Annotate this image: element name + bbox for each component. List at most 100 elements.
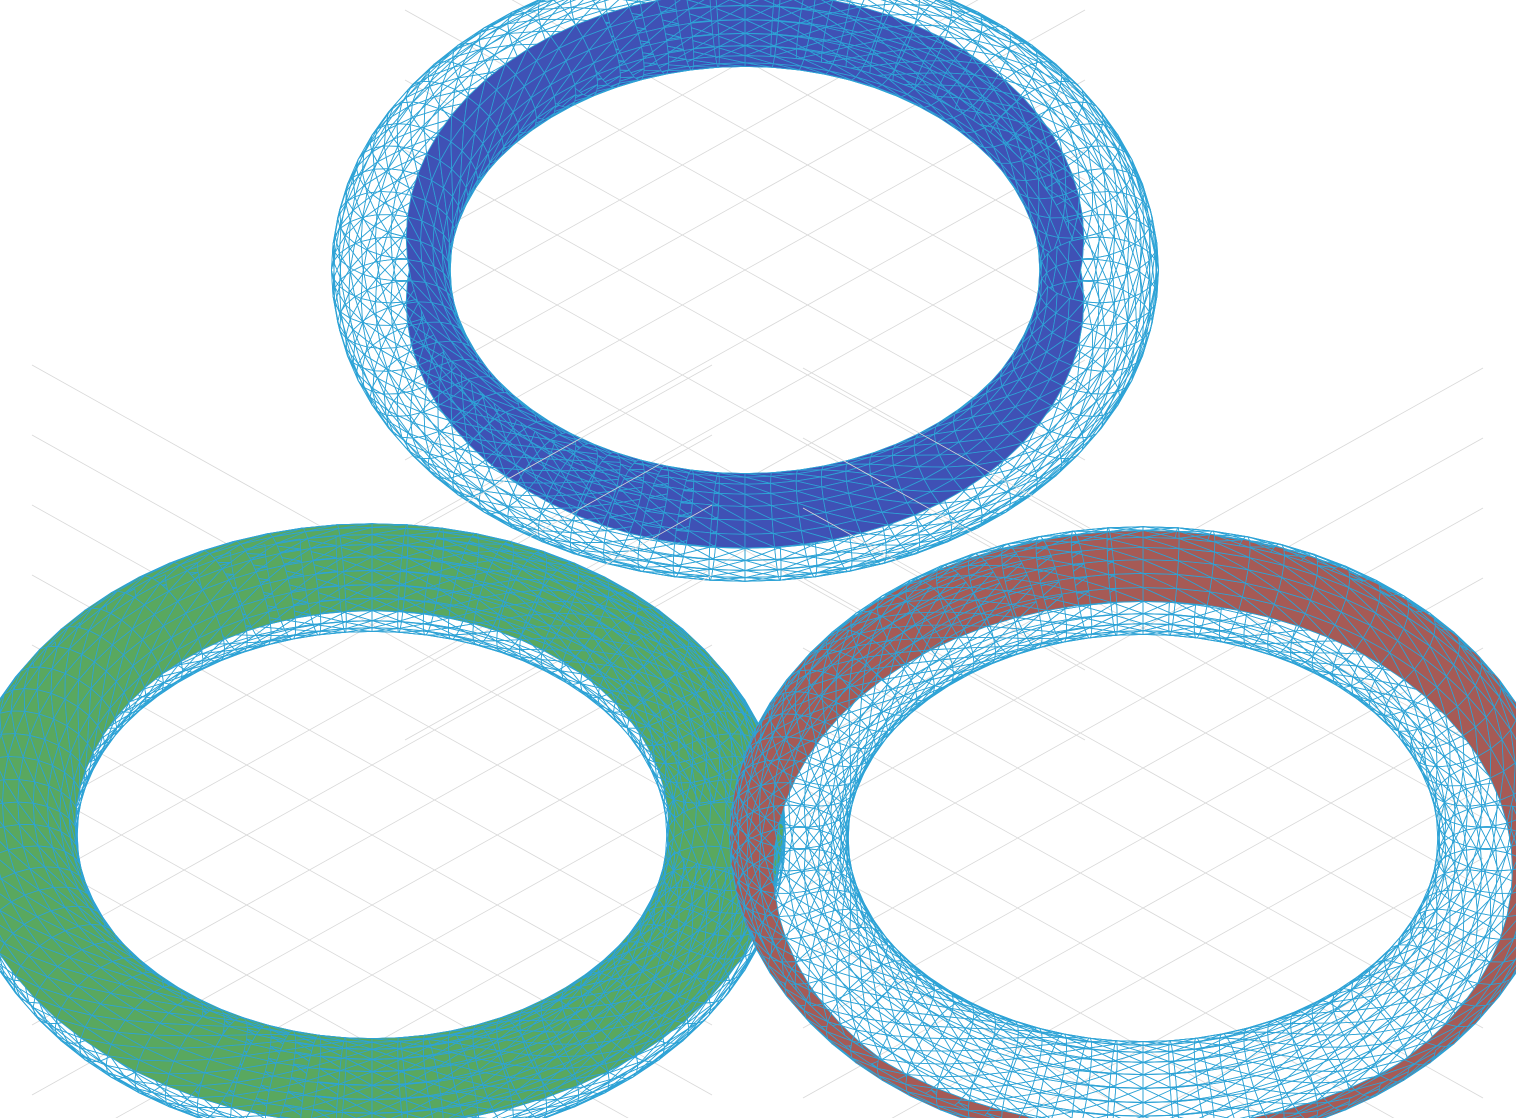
mesh-face <box>376 138 403 163</box>
mesh-face <box>366 168 382 194</box>
mesh-face <box>441 455 463 479</box>
mesh-face <box>452 39 481 58</box>
mesh-face <box>1031 66 1057 98</box>
mesh-face <box>454 442 475 469</box>
mesh-face <box>594 0 610 5</box>
mesh-face <box>686 0 711 7</box>
mesh-face <box>1093 191 1114 216</box>
mesh-face <box>1015 65 1049 85</box>
mesh-face <box>1122 242 1136 275</box>
mesh-face <box>1048 61 1078 85</box>
mesh-face <box>541 666 564 679</box>
mesh-face <box>409 124 425 150</box>
mesh-face <box>1112 261 1128 291</box>
mesh-face <box>892 0 920 8</box>
mesh-face <box>708 559 746 570</box>
mesh-face <box>709 0 746 7</box>
mesh-face <box>981 23 1012 50</box>
mesh-face <box>390 236 408 261</box>
mesh-face <box>352 185 374 211</box>
mesh-face <box>951 9 983 34</box>
grid-line <box>404 0 979 321</box>
mesh-face <box>366 346 382 372</box>
mesh-face <box>332 295 339 323</box>
mesh-face <box>1125 175 1138 211</box>
mesh-face <box>386 419 407 443</box>
mesh-face <box>437 83 456 109</box>
mesh-face <box>1103 171 1118 204</box>
mesh-face <box>412 107 442 129</box>
mesh-face <box>934 0 953 11</box>
mesh-face <box>1093 231 1110 259</box>
mesh-face <box>1151 217 1158 253</box>
mesh-face <box>1031 442 1057 474</box>
mesh-face <box>360 237 378 262</box>
mesh-face <box>1105 313 1118 346</box>
mesh-face <box>371 611 399 622</box>
mesh-face <box>437 431 456 457</box>
mesh-face <box>376 214 393 238</box>
mesh-face <box>412 411 442 433</box>
mesh-face <box>507 17 534 41</box>
mesh-face <box>357 353 378 379</box>
mesh-face <box>1102 119 1121 153</box>
mesh-face <box>352 329 374 355</box>
mesh-face <box>337 191 348 219</box>
mesh-face <box>429 453 459 474</box>
mesh-face <box>1125 329 1138 365</box>
mesh-face <box>1015 455 1049 475</box>
mesh-face <box>821 0 851 16</box>
mesh-face <box>372 370 385 395</box>
mesh-face <box>369 396 388 421</box>
torus-wireframe <box>0 523 786 1118</box>
mesh-face <box>1079 180 1094 211</box>
mesh-face <box>391 191 408 218</box>
mesh-face <box>840 553 877 562</box>
mesh-face <box>559 0 577 6</box>
mesh-face <box>944 0 952 3</box>
mesh-face <box>1087 148 1105 182</box>
mesh-face <box>331 269 334 297</box>
mesh-face <box>622 0 641 3</box>
mesh-face <box>391 322 408 349</box>
grid-line <box>404 79 1086 461</box>
grid-line <box>404 219 1086 601</box>
mesh-face <box>332 217 341 245</box>
mesh-face <box>793 0 816 11</box>
mesh-face <box>947 494 979 521</box>
mesh-face <box>980 478 1010 507</box>
mesh-face <box>922 0 953 20</box>
mesh-face <box>906 0 920 8</box>
mesh-face <box>1097 236 1114 262</box>
mesh-face <box>1105 194 1118 227</box>
mesh-face <box>423 405 439 433</box>
mesh-face <box>1103 336 1118 369</box>
mesh-face <box>918 7 952 32</box>
mesh-face <box>371 377 395 402</box>
mesh-face <box>1093 281 1110 309</box>
mesh-face <box>541 541 574 555</box>
mesh-face <box>387 347 404 372</box>
mesh-face <box>1093 324 1114 349</box>
mesh-face <box>1064 416 1094 439</box>
mesh-face <box>345 347 357 374</box>
mesh-face <box>371 404 389 429</box>
mesh-face <box>867 0 886 10</box>
mesh-face <box>570 0 607 10</box>
mesh-face <box>507 9 540 25</box>
mesh-face <box>338 253 351 280</box>
mesh-face <box>1133 166 1145 202</box>
mesh-face <box>507 499 534 523</box>
mesh-face <box>376 377 403 402</box>
mesh-face <box>433 44 459 65</box>
mesh-face <box>385 368 413 392</box>
mesh-face <box>420 61 442 82</box>
torus-panel <box>331 0 1159 741</box>
mesh-face <box>423 107 439 135</box>
mesh-face <box>337 321 346 349</box>
mesh-face <box>849 0 885 10</box>
mesh-face <box>1061 76 1085 108</box>
mesh-face <box>1037 57 1063 87</box>
